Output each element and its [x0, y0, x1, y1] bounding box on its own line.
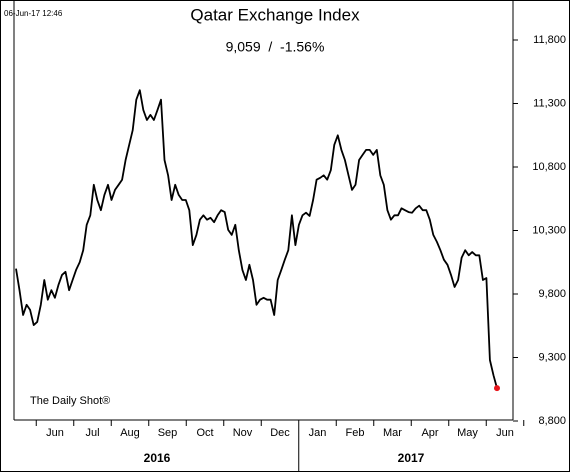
- y-tick-label: 9,300: [538, 351, 566, 363]
- year-label: 2016: [144, 451, 171, 465]
- x-tick-label: Jun: [496, 427, 514, 439]
- x-tick-label: Nov: [233, 427, 253, 439]
- x-tick-label: Aug: [120, 427, 140, 439]
- x-tick-label: Jul: [85, 427, 99, 439]
- last-point: [494, 385, 500, 392]
- index-line: [15, 89, 498, 389]
- chart-title: Qatar Exchange Index: [190, 5, 360, 24]
- x-tick-label: Sep: [158, 427, 178, 439]
- x-tick-label: Apr: [421, 427, 438, 439]
- y-tick-label: 10,800: [532, 161, 566, 173]
- x-tick-label: Feb: [346, 427, 365, 439]
- x-tick-label: Oct: [196, 427, 213, 439]
- chart-subtitle: 9,059 / -1.56%: [226, 39, 325, 55]
- timestamp: 06-Jun-17 12:46: [4, 9, 63, 18]
- x-tick-label: May: [457, 427, 478, 439]
- x-tick-label: Jun: [46, 427, 64, 439]
- y-tick-label: 9,800: [538, 288, 566, 300]
- year-label: 2017: [398, 451, 425, 465]
- source-label: The Daily Shot®: [30, 395, 110, 407]
- x-tick-label: Mar: [383, 427, 402, 439]
- y-tick-label: 11,800: [533, 34, 566, 46]
- x-tick-label: Dec: [270, 427, 290, 439]
- y-tick-label: 11,300: [533, 97, 566, 109]
- y-tick-label: 10,300: [532, 224, 566, 236]
- x-tick-label: Jan: [309, 427, 327, 439]
- y-tick-label: 8,800: [538, 415, 566, 427]
